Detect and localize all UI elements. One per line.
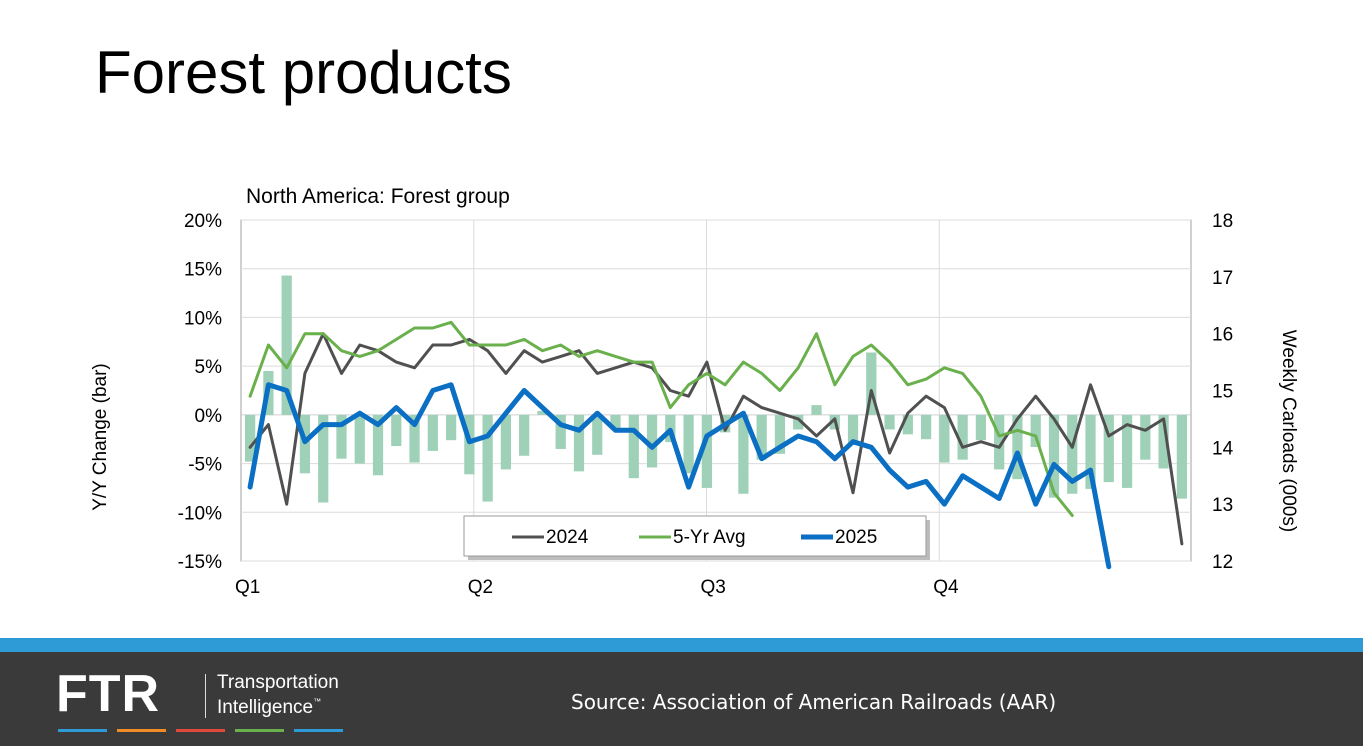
right-tick-label: 18 [1212, 211, 1233, 232]
logo-tagline-2-text: Intelligence [217, 697, 314, 718]
ftr-logo: FTR [56, 665, 161, 723]
bar [592, 414, 603, 455]
bar [1030, 414, 1041, 448]
right-axis: 12 13 14 15 16 17 18 [1212, 211, 1234, 573]
bar [975, 414, 987, 441]
bar [409, 414, 420, 463]
bar [1085, 414, 1096, 489]
left-tick-label: -5% [188, 455, 222, 476]
logo-color-bar [176, 729, 225, 732]
trademark-mark: ™ [313, 697, 322, 706]
footer-stripe [0, 638, 1363, 652]
legend-label-2025: 2025 [835, 527, 877, 548]
legend: 2024 5-Yr Avg 2025 [463, 515, 930, 560]
quarter-label: Q1 [235, 577, 260, 598]
bar [281, 275, 292, 415]
left-tick-label: 5% [195, 357, 223, 378]
right-tick-label: 13 [1212, 495, 1233, 516]
left-axis-label: Y/Y Change (bar) [90, 363, 111, 511]
logo-color-bar [58, 729, 107, 732]
bar [1012, 414, 1023, 480]
bar [372, 414, 384, 476]
right-tick-label: 16 [1212, 325, 1233, 346]
bar [774, 414, 786, 454]
bar [1140, 414, 1151, 460]
line-series [247, 320, 1184, 570]
left-tick-label: 10% [184, 308, 222, 329]
left-tick-label: -10% [178, 503, 222, 524]
bar [957, 414, 968, 460]
footer [0, 652, 1363, 746]
source-note: Source: Association of American Railroad… [571, 690, 1057, 714]
bar [519, 414, 530, 456]
bar [902, 414, 913, 435]
bar [884, 414, 895, 430]
chart-title: North America: Forest group [246, 185, 510, 208]
left-tick-label: -15% [178, 552, 222, 573]
bar [847, 414, 859, 446]
chart: North America: Forest group -15% -10% -5% 0… [90, 185, 1299, 598]
legend-label-2024: 2024 [546, 527, 589, 548]
logo-color-bar [117, 729, 166, 732]
bar [646, 414, 658, 468]
right-tick-label: 14 [1212, 438, 1234, 459]
bar [1048, 414, 1060, 498]
bar [1158, 414, 1169, 469]
bar [1103, 414, 1114, 483]
quarter-label: Q4 [933, 577, 959, 598]
right-tick-label: 12 [1212, 552, 1233, 573]
series-line-5-yr-avg [248, 320, 1074, 517]
bar [628, 414, 639, 479]
bar [1067, 414, 1078, 494]
bar [500, 414, 512, 470]
slide-title: Forest products [95, 39, 512, 106]
logo-color-bar [294, 729, 343, 732]
bar [445, 414, 457, 441]
bar [994, 414, 1005, 470]
quarter-label: Q3 [701, 577, 726, 598]
right-tick-label: 15 [1212, 382, 1233, 403]
right-axis-label: Weekly Carloads (000s) [1278, 330, 1299, 532]
bar [939, 414, 950, 463]
bar [610, 414, 621, 430]
logo-tagline-1: Transportation [217, 672, 339, 693]
bar [573, 414, 585, 472]
bar [811, 405, 822, 415]
bar [482, 414, 493, 502]
logo-color-bar [235, 729, 284, 732]
bar [738, 414, 749, 494]
left-tick-label: 0% [195, 406, 223, 427]
bar [866, 352, 877, 415]
bar [793, 414, 804, 430]
series-line-2025 [247, 382, 1112, 570]
bar [920, 414, 932, 440]
left-axis: -15% -10% -5% 0% 5% 10% 15% 20% [178, 211, 222, 573]
left-tick-label: 20% [184, 211, 222, 232]
bar [391, 414, 402, 447]
bar [1121, 414, 1133, 488]
bar [318, 414, 329, 503]
bar [245, 414, 256, 462]
logo-tagline-2: Intelligence™ [217, 697, 321, 719]
bar [683, 414, 694, 474]
bar [427, 414, 438, 451]
bar [701, 414, 712, 488]
left-tick-label: 15% [184, 260, 222, 281]
series-line-2024 [248, 332, 1184, 546]
legend-label-5yr: 5-Yr Avg [673, 527, 746, 548]
bar [464, 414, 475, 475]
bar [336, 414, 347, 459]
x-axis: Q1 Q2 Q3 Q4 [235, 577, 959, 598]
bar [756, 414, 767, 460]
bar [1176, 414, 1187, 499]
bar [555, 414, 566, 449]
logo-divider [205, 674, 206, 718]
right-tick-label: 17 [1212, 268, 1233, 289]
bar [537, 410, 548, 415]
bar [354, 414, 365, 464]
quarter-label: Q2 [468, 577, 493, 598]
